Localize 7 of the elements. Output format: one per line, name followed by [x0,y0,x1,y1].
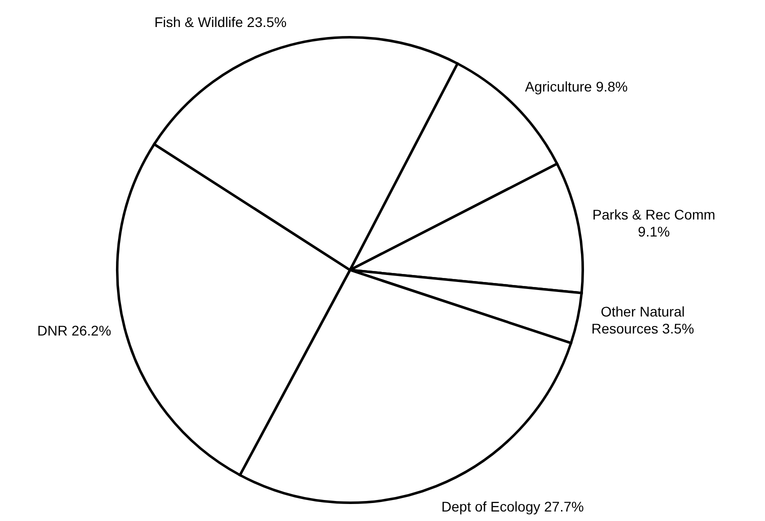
slice-label: Agriculture 9.8% [525,78,628,94]
slice-label: Fish & Wildlife 23.5% [154,14,287,30]
slice-label: DNR 26.2% [37,322,112,339]
slice-label: Other Natural Resources 3.5% [591,304,694,337]
slice-label: Parks & Rec Comm [592,206,716,222]
data-label: 9.1% [638,223,670,240]
slice-label: Dept of Ecology 27.7% [441,498,584,515]
